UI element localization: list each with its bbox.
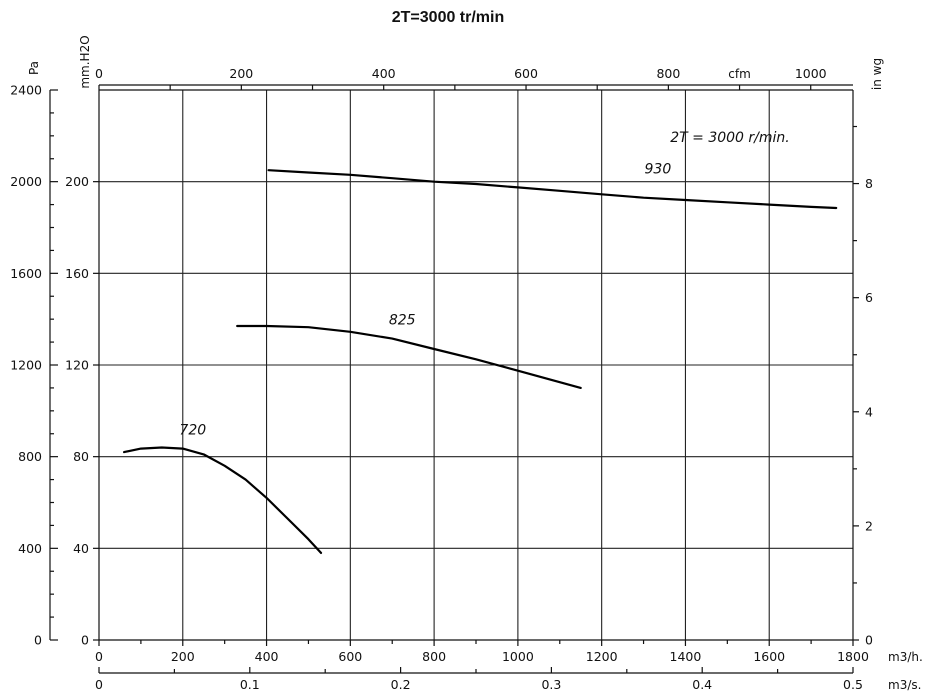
m3s-tick-label: 0.3: [541, 677, 561, 692]
m3h-tick-label: 1800: [837, 649, 869, 664]
inwg-tick-label: 6: [865, 290, 873, 305]
curve-720: [123, 446, 323, 554]
pa-tick-label: 2400: [10, 83, 42, 98]
inwg-tick-label: 8: [865, 176, 873, 191]
cfm-tick-label: 1000: [795, 66, 827, 81]
m3h-tick-label: 1400: [670, 649, 702, 664]
m3s-tick-label: 0.5: [843, 677, 863, 692]
pa-tick-label: 1200: [10, 358, 42, 373]
inwg-tick-label: 0: [865, 633, 873, 648]
curve-label-720: 720: [179, 423, 206, 439]
cfm-axis-unit: cfm: [728, 67, 751, 81]
mmh2o-axis-unit: mm.H2O: [78, 35, 92, 88]
inwg-tick-label: 4: [865, 404, 873, 419]
m3s-tick-label: 0.2: [391, 677, 411, 692]
cfm-tick-label: 0: [95, 66, 103, 81]
pa-tick-label: 0: [34, 633, 42, 648]
curve-825: [236, 324, 582, 389]
m3h-tick-label: 1000: [502, 649, 534, 664]
cfm-tick-label: 400: [372, 66, 396, 81]
labels: 04008001200160020002400Pa04080120160200m…: [10, 35, 923, 692]
axes: [49, 84, 859, 674]
inwg-axis-unit: in wg: [870, 58, 884, 90]
chart-title: 2T=3000 tr/min: [392, 9, 505, 26]
m3h-axis-unit: m3/h.: [888, 650, 923, 664]
cfm-tick-label: 600: [514, 66, 538, 81]
curve-label-930: 930: [645, 161, 672, 177]
cfm-tick-label: 800: [656, 66, 680, 81]
mmh2o-tick-label: 80: [73, 449, 89, 464]
series: [123, 169, 838, 554]
pa-tick-label: 1600: [10, 266, 42, 281]
cfm-tick-label: 200: [229, 66, 253, 81]
mmh2o-tick-label: 120: [65, 358, 89, 373]
mmh2o-tick-label: 160: [65, 266, 89, 281]
pa-axis-unit: Pa: [27, 61, 41, 75]
pa-tick-label: 2000: [10, 174, 42, 189]
m3h-tick-label: 1200: [586, 649, 618, 664]
pa-tick-label: 400: [18, 541, 42, 556]
curve-label-825: 825: [389, 313, 416, 329]
m3h-tick-label: 600: [338, 649, 362, 664]
plot-annotation: 2T = 3000 r/min.: [670, 130, 790, 146]
mmh2o-tick-label: 0: [81, 633, 89, 648]
m3h-tick-label: 800: [422, 649, 446, 664]
mmh2o-tick-label: 200: [65, 174, 89, 189]
inwg-tick-label: 2: [865, 518, 873, 533]
grid: [99, 90, 853, 640]
m3h-tick-label: 200: [171, 649, 195, 664]
m3h-tick-label: 1600: [753, 649, 785, 664]
m3s-tick-label: 0: [95, 677, 103, 692]
pa-tick-label: 800: [18, 449, 42, 464]
curve-930: [267, 169, 838, 210]
m3h-tick-label: 0: [95, 649, 103, 664]
m3s-tick-label: 0.4: [692, 677, 712, 692]
m3h-tick-label: 400: [255, 649, 279, 664]
m3s-axis-unit: m3/s.: [888, 678, 921, 692]
m3s-tick-label: 0.1: [240, 677, 260, 692]
mmh2o-tick-label: 40: [73, 541, 89, 556]
